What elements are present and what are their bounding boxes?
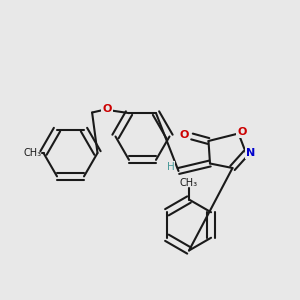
Text: N: N [246,148,255,158]
Text: O: O [237,127,247,137]
Text: O: O [180,130,189,140]
Text: CH₃: CH₃ [180,178,198,188]
Text: CH₃: CH₃ [24,148,42,158]
Text: O: O [102,104,112,114]
Text: H: H [167,161,175,172]
